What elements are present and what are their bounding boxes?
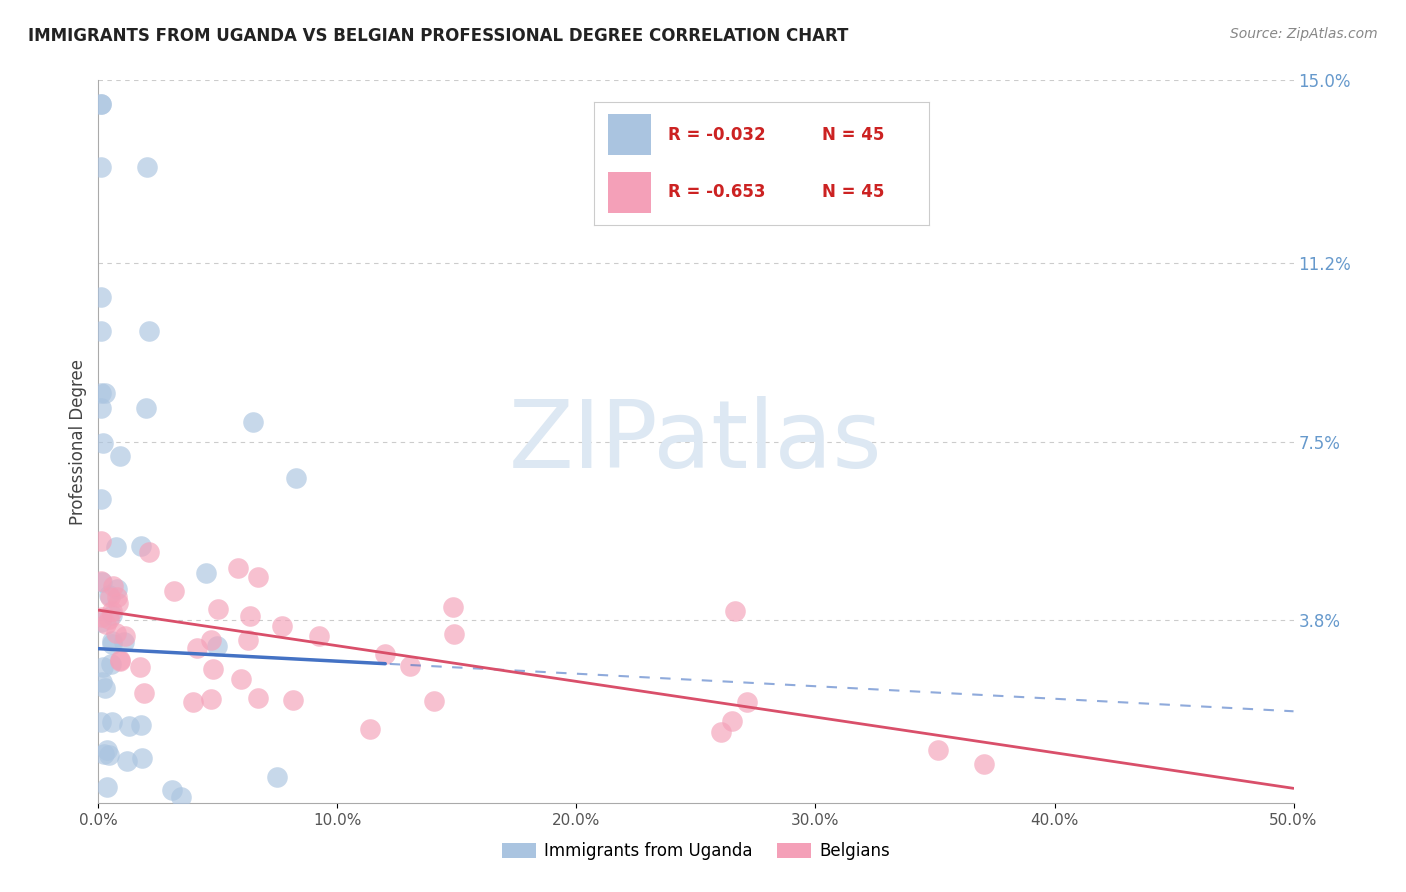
Point	[94, 681, 117, 696]
Point	[443, 627, 465, 641]
Point	[97, 588, 120, 602]
Point	[110, 654, 132, 668]
Point	[710, 725, 733, 739]
Point	[93, 659, 115, 673]
Point	[247, 690, 270, 705]
Point	[96, 743, 118, 757]
Point	[117, 755, 139, 769]
Point	[112, 635, 135, 649]
Point	[118, 719, 141, 733]
Point	[135, 160, 157, 174]
Point	[160, 783, 183, 797]
Point	[135, 401, 157, 415]
Point	[90, 534, 112, 549]
Point	[399, 659, 422, 673]
Point	[105, 591, 128, 605]
Point	[110, 449, 132, 463]
Point	[100, 657, 122, 671]
Point	[100, 633, 122, 648]
Point	[195, 566, 218, 581]
Point	[283, 693, 305, 707]
Text: Source: ZipAtlas.com: Source: ZipAtlas.com	[1230, 27, 1378, 41]
Point	[105, 582, 128, 596]
Point	[207, 602, 229, 616]
Point	[239, 609, 262, 624]
Point	[131, 750, 153, 764]
Point	[200, 692, 222, 706]
Text: IMMIGRANTS FROM UGANDA VS BELGIAN PROFESSIONAL DEGREE CORRELATION CHART: IMMIGRANTS FROM UGANDA VS BELGIAN PROFES…	[28, 27, 848, 45]
Point	[266, 770, 288, 784]
Legend: Immigrants from Uganda, Belgians: Immigrants from Uganda, Belgians	[495, 836, 897, 867]
Point	[226, 561, 249, 575]
Point	[90, 290, 112, 304]
Point	[724, 604, 747, 618]
Point	[90, 97, 112, 112]
Point	[104, 626, 127, 640]
Point	[423, 694, 446, 708]
Point	[129, 539, 152, 553]
Point	[129, 718, 152, 732]
Point	[927, 743, 949, 757]
Point	[374, 648, 396, 662]
Point	[308, 629, 330, 643]
Point	[205, 639, 228, 653]
Point	[181, 695, 204, 709]
Point	[90, 615, 112, 629]
Point	[169, 790, 191, 805]
Point	[129, 659, 152, 673]
Point	[90, 575, 112, 590]
Point	[441, 600, 464, 615]
Point	[93, 436, 115, 450]
Point	[90, 491, 112, 506]
Point	[138, 324, 160, 338]
Point	[735, 695, 758, 709]
Point	[90, 610, 112, 624]
Point	[101, 579, 124, 593]
Point	[100, 604, 122, 618]
Point	[247, 570, 270, 584]
Point	[721, 714, 744, 728]
Point	[186, 641, 208, 656]
Point	[201, 662, 224, 676]
Point	[90, 97, 112, 112]
Point	[101, 608, 124, 623]
Point	[108, 653, 131, 667]
Point	[90, 386, 112, 401]
Point	[100, 715, 122, 730]
Point	[90, 160, 112, 174]
Point	[163, 583, 186, 598]
Point	[105, 540, 128, 554]
Point	[98, 747, 121, 762]
Point	[114, 629, 136, 643]
Point	[200, 632, 222, 647]
Point	[132, 686, 155, 700]
Point	[973, 756, 995, 771]
Point	[90, 401, 112, 415]
Point	[90, 675, 112, 690]
Point	[93, 747, 115, 762]
Point	[359, 722, 381, 736]
Point	[285, 471, 308, 485]
Point	[90, 324, 112, 338]
Point	[229, 673, 252, 687]
Point	[98, 612, 121, 626]
Point	[107, 596, 129, 610]
Point	[94, 617, 117, 632]
Point	[236, 632, 259, 647]
Point	[270, 619, 292, 633]
Point	[98, 590, 121, 604]
Point	[138, 545, 160, 559]
Point	[94, 386, 117, 401]
Text: ZIPatlas: ZIPatlas	[509, 395, 883, 488]
Point	[96, 780, 118, 795]
Point	[90, 715, 112, 730]
Point	[90, 574, 112, 588]
Y-axis label: Professional Degree: Professional Degree	[69, 359, 87, 524]
Point	[101, 636, 124, 650]
Point	[242, 415, 264, 429]
